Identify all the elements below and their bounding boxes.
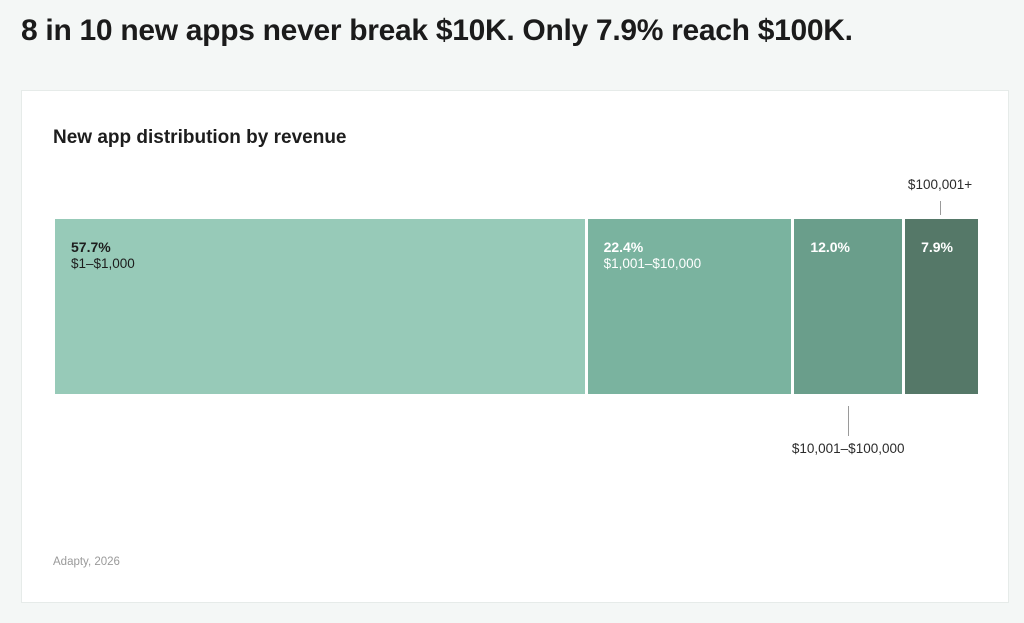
bar-segment-1: 57.7% $1–$1,000 (55, 219, 585, 394)
leader-line (848, 406, 850, 436)
chart-card: New app distribution by revenue 57.7% $1–… (21, 90, 1009, 603)
category-label: $1,001–$10,000 (603, 256, 702, 271)
chart-title: New app distribution by revenue (53, 127, 347, 148)
category-label: $10,001–$100,000 (791, 441, 905, 456)
value-label: 7.9% (921, 239, 953, 255)
value-label: 12.0% (810, 239, 851, 255)
bar-segment-4: 7.9% (905, 219, 978, 394)
stacked-bar: 57.7% $1–$1,000 22.4% $1,001–$10,000 $10,001… (55, 177, 978, 456)
category-label: $100,001+ (907, 177, 973, 192)
value-label: 57.7% (71, 239, 111, 255)
leader-line (940, 201, 942, 215)
value-label: 22.4% (603, 239, 644, 255)
bar-segment-3: 12.0% (794, 219, 903, 394)
headline: 8 in 10 new apps never break $10K. Only … (21, 14, 853, 47)
source-note: Adapty, 2026 (53, 556, 120, 568)
category-label: $1–$1,000 (71, 256, 135, 271)
bar-segment-2: 22.4% $1,001–$10,000 (587, 219, 792, 394)
